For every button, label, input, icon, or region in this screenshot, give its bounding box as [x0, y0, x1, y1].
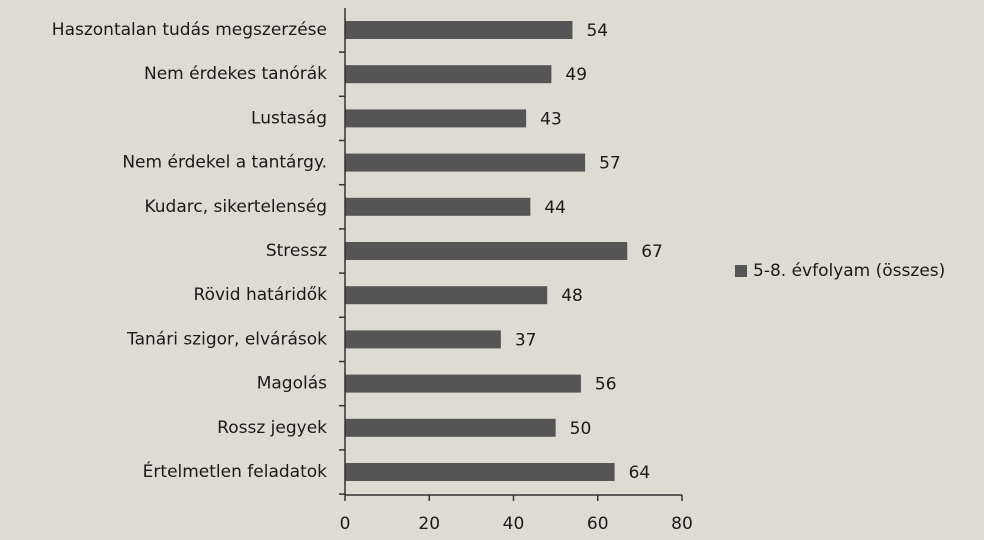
x-tick-label: 0: [340, 514, 351, 534]
category-label: Kudarc, sikertelenség: [144, 197, 327, 217]
bar: [345, 21, 573, 39]
bar: [345, 153, 586, 172]
bar: [345, 197, 531, 216]
legend-label: 5-8. évfolyam (összes): [753, 261, 945, 281]
category-label: Stressz: [266, 241, 327, 261]
x-tick-label: 20: [418, 514, 440, 534]
category-label: Nem érdekes tanórák: [144, 64, 327, 84]
bar: [345, 374, 581, 393]
value-label: 67: [641, 242, 663, 262]
category-label: Magolás: [257, 374, 327, 394]
value-label: 64: [629, 463, 651, 483]
x-tick-label: 60: [587, 514, 609, 534]
category-label: Tanári szigor, elvárások: [126, 329, 327, 349]
category-label: Rossz jegyek: [217, 418, 327, 438]
value-label: 48: [561, 286, 583, 306]
bar: [345, 286, 548, 305]
legend-marker: [735, 265, 747, 277]
value-label: 50: [570, 419, 592, 439]
value-label: 44: [544, 198, 566, 218]
bar: [345, 65, 552, 84]
value-label: 54: [586, 21, 608, 41]
x-tick-label: 80: [671, 514, 693, 534]
category-label: Nem érdekel a tantárgy.: [122, 153, 327, 173]
category-label: Értelmetlen feladatok: [143, 460, 327, 482]
bar: [345, 109, 527, 128]
value-label: 49: [565, 65, 587, 85]
value-label: 37: [515, 330, 537, 350]
x-tick-label: 40: [503, 514, 525, 534]
value-label: 57: [599, 154, 621, 174]
bar: [345, 463, 615, 481]
category-label: Rövid határidők: [194, 285, 328, 305]
bar: [345, 418, 556, 437]
bar: [345, 330, 501, 349]
value-label: 43: [540, 109, 562, 129]
category-label: Lustaság: [251, 108, 327, 128]
value-label: 56: [595, 375, 617, 395]
category-label: Haszontalan tudás megszerzése: [52, 20, 327, 40]
bar: [345, 242, 628, 260]
